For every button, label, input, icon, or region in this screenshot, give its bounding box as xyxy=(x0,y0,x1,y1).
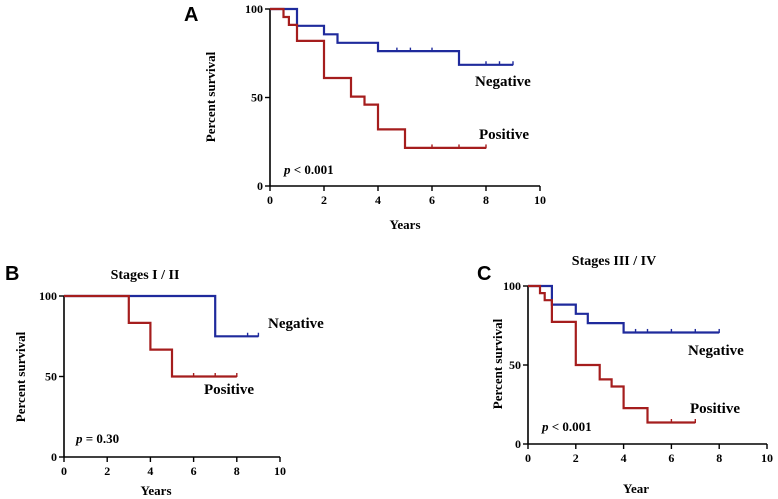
panel-c-negative-label: Negative xyxy=(688,343,744,359)
panel-b-x-tick-label: 8 xyxy=(234,464,240,478)
panel-b-y-tick-label: 100 xyxy=(39,289,57,303)
panel-a-xlabel: Years xyxy=(389,217,420,232)
panel-c-negative-curve xyxy=(528,284,720,334)
panel-b-pvalue: p = 0.30 xyxy=(75,431,119,446)
panel-a-y-tick-label: 50 xyxy=(251,91,263,105)
panel-b-x-tick-label: 6 xyxy=(191,464,197,478)
panel-b-negative-curve xyxy=(64,294,259,338)
panel-b-pvalue-p: p xyxy=(75,431,83,446)
panel-c-x-tick-label: 8 xyxy=(716,451,722,465)
panel-a-negative-label: Negative xyxy=(475,74,531,90)
panel-c-pvalue-text: < 0.001 xyxy=(549,419,592,434)
panel-b-y-tick-label: 50 xyxy=(45,370,57,384)
panel-a-pvalue-text: < 0.001 xyxy=(291,162,334,177)
panel-a-positive-label: Positive xyxy=(479,127,529,143)
panel-a-y-tick-label: 100 xyxy=(245,2,263,16)
panel-letter-b: B xyxy=(5,263,19,285)
panel-b-xlabel: Years xyxy=(140,483,171,498)
panel-b-x-tick-label: 10 xyxy=(274,464,286,478)
panel-a-pvalue: p < 0.001 xyxy=(283,162,334,177)
panel-a-x-tick-label: 10 xyxy=(534,193,546,207)
panel-c-y-tick-label: 50 xyxy=(509,358,521,372)
panel-a-negative-curve xyxy=(270,7,513,66)
panel-c-positive-label: Positive xyxy=(690,401,740,417)
panel-c-x-tick-label: 10 xyxy=(761,451,773,465)
panel-b-x-tick-label: 4 xyxy=(147,464,153,478)
panel-a-x-tick-label: 0 xyxy=(267,193,273,207)
panel-a-y-tick-label: 0 xyxy=(257,179,263,193)
panel-a-ylabel: Percent survival xyxy=(203,51,218,142)
panel-b-x-tick-label: 2 xyxy=(104,464,110,478)
panel-c-y-tick-label: 100 xyxy=(503,279,521,293)
panel-c-title: Stages III / IV xyxy=(572,254,656,269)
panel-a-pvalue-p: p xyxy=(283,162,291,177)
panel-c-ylabel: Percent survival xyxy=(490,318,505,409)
panel-c-y-tick-label: 0 xyxy=(515,437,521,451)
panel-letter-a: A xyxy=(184,4,198,26)
panel-a-x-tick-label: 2 xyxy=(321,193,327,207)
panel-c-pvalue: p < 0.001 xyxy=(541,419,592,434)
panel-a-x-tick-label: 6 xyxy=(429,193,435,207)
panel-letter-c: C xyxy=(477,263,491,285)
panel-b-pvalue-text: = 0.30 xyxy=(83,431,120,446)
panel-c-x-tick-label: 2 xyxy=(573,451,579,465)
panel-b-ylabel: Percent survival xyxy=(13,331,28,422)
panel-a-x-tick-label: 4 xyxy=(375,193,381,207)
panel-c-positive-curve xyxy=(528,284,696,424)
panel-c-x-tick-label: 0 xyxy=(525,451,531,465)
panel-b-title: Stages I / II xyxy=(111,268,180,283)
panel-c-pvalue-p: p xyxy=(541,419,549,434)
panel-c-x-tick-label: 6 xyxy=(668,451,674,465)
panel-b-negative-label: Negative xyxy=(268,316,324,332)
panel-b-positive-label: Positive xyxy=(204,382,254,398)
panel-b-x-tick-label: 0 xyxy=(61,464,67,478)
panel-a-positive-curve xyxy=(270,7,486,149)
panel-c-x-tick-label: 4 xyxy=(621,451,627,465)
panel-b-positive-curve xyxy=(64,294,237,378)
panel-a-x-tick-label: 8 xyxy=(483,193,489,207)
panel-c-xlabel: Year xyxy=(623,481,649,496)
panel-b-y-tick-label: 0 xyxy=(51,450,57,464)
